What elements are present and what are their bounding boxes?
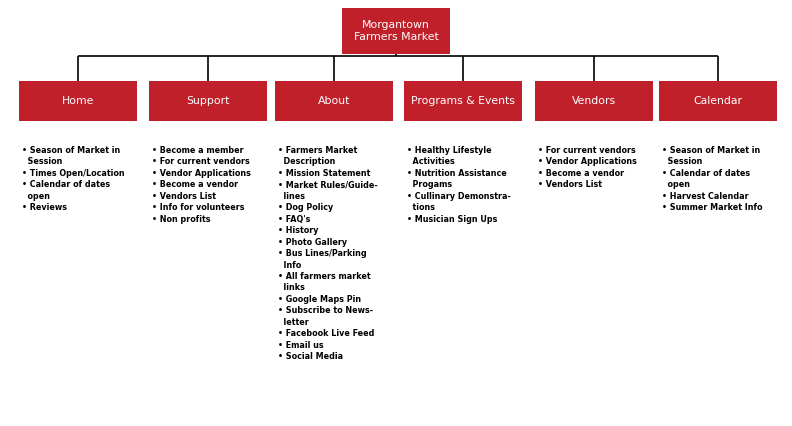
- Text: Home: Home: [62, 96, 94, 106]
- Text: • Become a member
• For current vendors
• Vendor Applications
• Become a vendor
: • Become a member • For current vendors …: [152, 146, 251, 224]
- Text: Calendar: Calendar: [694, 96, 743, 106]
- Text: Morgantown
Farmers Market: Morgantown Farmers Market: [353, 20, 439, 42]
- Text: • For current vendors
• Vendor Applications
• Become a vendor
• Vendors List: • For current vendors • Vendor Applicati…: [538, 146, 637, 189]
- FancyBboxPatch shape: [535, 81, 653, 121]
- FancyBboxPatch shape: [659, 81, 777, 121]
- Text: About: About: [318, 96, 350, 106]
- Text: • Season of Market in
  Session
• Calendar of dates
  open
• Harvest Calendar
• : • Season of Market in Session • Calendar…: [662, 146, 763, 212]
- FancyBboxPatch shape: [19, 81, 137, 121]
- Text: Vendors: Vendors: [572, 96, 616, 106]
- Text: • Season of Market in
  Session
• Times Open/Location
• Calendar of dates
  open: • Season of Market in Session • Times Op…: [22, 146, 124, 212]
- FancyBboxPatch shape: [275, 81, 393, 121]
- Text: • Farmers Market
  Description
• Mission Statement
• Market Rules/Guide-
  lines: • Farmers Market Description • Mission S…: [278, 146, 378, 361]
- Text: Programs & Events: Programs & Events: [411, 96, 515, 106]
- FancyBboxPatch shape: [404, 81, 522, 121]
- FancyBboxPatch shape: [342, 8, 450, 54]
- Text: • Healthy Lifestyle
  Activities
• Nutrition Assistance
  Progams
• Cullinary De: • Healthy Lifestyle Activities • Nutriti…: [407, 146, 511, 224]
- FancyBboxPatch shape: [149, 81, 267, 121]
- Text: Support: Support: [186, 96, 230, 106]
